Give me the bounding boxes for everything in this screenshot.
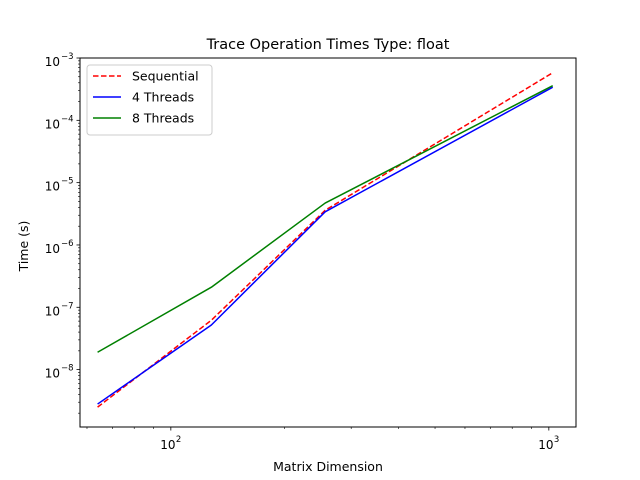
y-tick-label: 10 xyxy=(45,367,60,381)
major-ticks: 10 2 10 310 −810 −710 −610 −510 −410 −3 xyxy=(45,52,560,452)
y-tick-exponent: −3 xyxy=(61,52,74,62)
series-line-1 xyxy=(97,72,554,408)
series-line-2 xyxy=(97,86,554,405)
y-tick-exponent: −8 xyxy=(61,364,74,374)
y-tick-exponent: −7 xyxy=(61,301,74,311)
y-tick-label: 10 xyxy=(45,55,60,69)
y-tick-label: 10 xyxy=(45,242,60,256)
legend-label-2: 4 Threads xyxy=(132,90,194,105)
x-tick-exponent: 2 xyxy=(176,435,181,445)
y-axis-label: Time (s) xyxy=(16,221,31,273)
legend-label-1: Sequential xyxy=(132,69,199,84)
y-tick-label: 10 xyxy=(45,180,60,194)
y-tick-exponent: −4 xyxy=(61,114,74,124)
x-tick-exponent: 3 xyxy=(554,435,559,445)
y-tick-label: 10 xyxy=(45,304,60,318)
x-axis-label: Matrix Dimension xyxy=(273,459,383,474)
y-tick-exponent: −6 xyxy=(61,239,74,249)
y-tick-exponent: −5 xyxy=(61,177,74,187)
plot-frame xyxy=(79,57,577,428)
x-tick-label: 10 xyxy=(160,438,175,452)
y-tick-label: 10 xyxy=(45,117,60,131)
legend-label-3: 8 Threads xyxy=(132,111,194,126)
chart-title: Trace Operation Times Type: float xyxy=(206,37,450,53)
legend: Sequential 4 Threads 8 Threads xyxy=(86,64,213,136)
series-lines xyxy=(97,72,554,408)
x-tick-label: 10 xyxy=(538,438,553,452)
series-line-3 xyxy=(97,84,554,353)
